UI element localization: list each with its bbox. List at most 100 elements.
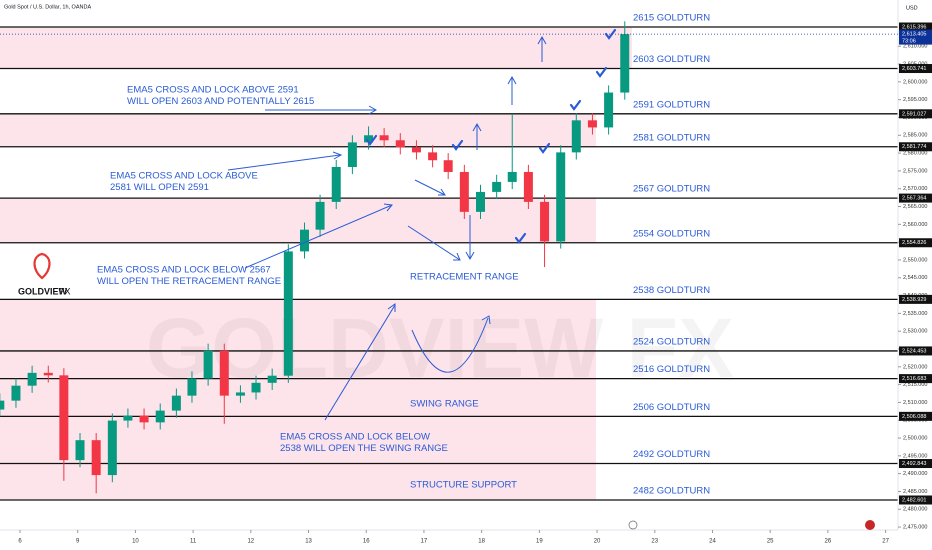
- level-name: 2581 GOLDTURN: [633, 132, 710, 143]
- level-label: 2,603.741: [902, 66, 926, 72]
- candle-body: [492, 181, 502, 192]
- arrow-head: [465, 251, 475, 261]
- checkmark: [595, 66, 608, 78]
- x-tick-label: 10: [132, 539, 139, 545]
- arrow: [244, 204, 393, 269]
- event-icon: [628, 520, 638, 530]
- x-tick-label: 6: [18, 539, 22, 545]
- level-name: 2516 GOLDTURN: [633, 364, 710, 375]
- annotation: EMA5 CROSS AND LOCK BELOW 2567: [97, 265, 271, 276]
- arrow-head: [472, 122, 482, 132]
- y-tick-label: 2,490.000: [903, 471, 927, 477]
- arrow-head: [507, 75, 517, 85]
- annotation: 2538 WILL OPEN THE SWING RANGE: [280, 443, 448, 454]
- y-tick-label: 2,565.000: [903, 204, 927, 210]
- y-tick-label: 2,610.000: [903, 44, 927, 50]
- level-name: 2506 GOLDTURN: [633, 402, 710, 413]
- candle-body: [556, 152, 566, 242]
- x-tick-label: 20: [594, 539, 601, 545]
- candle-body: [411, 147, 421, 153]
- candle-body: [139, 415, 149, 423]
- annotation: EMA5 CROSS AND LOCK ABOVE 2591: [127, 85, 299, 96]
- candle-body: [604, 92, 614, 128]
- candle-body: [475, 191, 485, 212]
- candle-body: [91, 440, 101, 476]
- level-name: 2492 GOLDTURN: [633, 449, 710, 460]
- arrows: [227, 35, 547, 421]
- logo: GOLDVIEW FX: [18, 252, 71, 296]
- candle-body: [571, 120, 581, 153]
- level-box: [899, 109, 932, 119]
- level-box: [899, 238, 932, 248]
- candle-body: [315, 201, 325, 230]
- checkmark: [604, 28, 617, 40]
- candle-body: [587, 120, 597, 128]
- x-tick-label: 18: [478, 539, 485, 545]
- y-tick-label: 2,570.000: [903, 186, 927, 192]
- y-tick-label: 2,520.000: [903, 364, 927, 370]
- zone: [0, 113, 596, 147]
- x-tick-label: 25: [767, 539, 774, 545]
- annotation: WILL OPEN THE RETRACEMENT RANGE: [97, 276, 281, 287]
- level-label: 2,567.364: [902, 196, 926, 202]
- y-tick-label: 2,550.000: [903, 257, 927, 263]
- levels: 2615 GOLDTURN 2603 GOLDTURN 2591 GOLDTURN 2…: [0, 13, 898, 501]
- candle-body: [507, 171, 517, 182]
- current-price-box: [899, 29, 932, 45]
- arrow: [227, 154, 341, 171]
- level-label: 2,506.088: [902, 414, 926, 420]
- candle-body: [347, 142, 357, 167]
- checkmarks: [365, 28, 617, 244]
- annotations: EMA5 CROSS AND LOCK ABOVE 2591 WILL OPEN …: [97, 85, 519, 491]
- swing-curve: [411, 317, 489, 373]
- arrow-head: [537, 35, 547, 45]
- candle-body: [523, 171, 533, 202]
- level-name: 2482 GOLDTURN: [633, 486, 710, 497]
- level-label: 2,524.453: [902, 348, 926, 354]
- y-tick-label: 2,575.000: [903, 168, 927, 174]
- logo-sub: FX: [59, 286, 71, 296]
- y-tick-label: 2,535.000: [903, 311, 927, 317]
- candle-body: [395, 140, 405, 148]
- candles: [0, 21, 630, 494]
- candle-body: [27, 372, 37, 386]
- candle-body: [364, 135, 374, 143]
- y-tick-label: 2,475.000: [903, 525, 927, 531]
- currency: USD: [906, 5, 918, 11]
- y-tick-label: 2,545.000: [903, 275, 927, 281]
- y-tick-label: 2,600.000: [903, 79, 927, 85]
- level-box: [899, 459, 932, 469]
- x-tick-label: 17: [421, 539, 428, 545]
- logo-text: GOLDVIEW: [18, 286, 68, 296]
- level-box: [899, 193, 932, 203]
- candle-body: [43, 372, 53, 376]
- y-tick-label: 2,495.000: [903, 453, 927, 459]
- arrow: [324, 304, 396, 421]
- arrow: [407, 225, 461, 261]
- candle-body: [235, 392, 245, 396]
- watermark: GOLDVIEW FX: [146, 301, 734, 395]
- annotation: RETRACEMENT RANGE: [410, 272, 519, 283]
- current-price-label: 2,613.405: [902, 32, 926, 38]
- zone: [0, 198, 596, 243]
- candle-body: [75, 440, 85, 461]
- price-axis-bg: [898, 0, 932, 550]
- x-tick-label: 23: [651, 539, 658, 545]
- checkmark: [538, 142, 551, 154]
- level-label: 2,581.774: [902, 144, 926, 150]
- y-tick-label: 2,500.000: [903, 435, 927, 441]
- arrow-head: [383, 203, 393, 212]
- x-tick-label: 24: [709, 539, 716, 545]
- level-label: 2,482.601: [902, 497, 926, 503]
- y-tick-label: 2,480.000: [903, 507, 927, 513]
- countdown: 73:06: [902, 39, 916, 45]
- checkmark: [451, 139, 464, 151]
- level-box: [899, 22, 932, 32]
- checkmark: [365, 134, 378, 146]
- candle-body: [299, 229, 309, 252]
- candle-body: [219, 350, 229, 396]
- y-tick-label: 2,510.000: [903, 400, 927, 406]
- candle-body: [59, 375, 69, 461]
- annotation: EMA5 CROSS AND LOCK BELOW: [280, 432, 430, 443]
- level-name: 2538 GOLDTURN: [633, 285, 710, 296]
